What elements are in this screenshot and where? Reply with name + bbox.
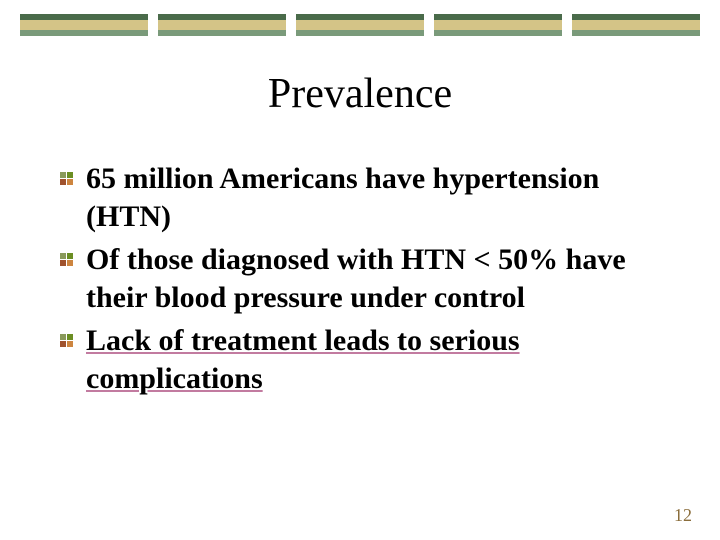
decor-bars	[20, 14, 700, 36]
bullet-icon	[60, 334, 74, 348]
decor-bar-segment	[296, 14, 424, 36]
decor-bar-segment	[158, 14, 286, 36]
bullet-text: 65 million Americans have hypertension (…	[86, 160, 670, 237]
bullet-text: Of those diagnosed with HTN < 50% have t…	[86, 241, 670, 318]
decor-bar-segment	[434, 14, 562, 36]
bullet-list: 65 million Americans have hypertension (…	[60, 160, 670, 402]
bullet-item: 65 million Americans have hypertension (…	[60, 160, 670, 237]
slide-title: Prevalence	[0, 70, 720, 118]
bullet-icon	[60, 253, 74, 267]
bullet-icon	[60, 172, 74, 186]
bullet-item: Lack of treatment leads to serious compl…	[60, 322, 670, 399]
bullet-item: Of those diagnosed with HTN < 50% have t…	[60, 241, 670, 318]
bullet-text: Lack of treatment leads to serious compl…	[86, 322, 670, 399]
decor-bar-segment	[572, 14, 700, 36]
page-number: 12	[674, 505, 692, 526]
decor-bar-segment	[20, 14, 148, 36]
